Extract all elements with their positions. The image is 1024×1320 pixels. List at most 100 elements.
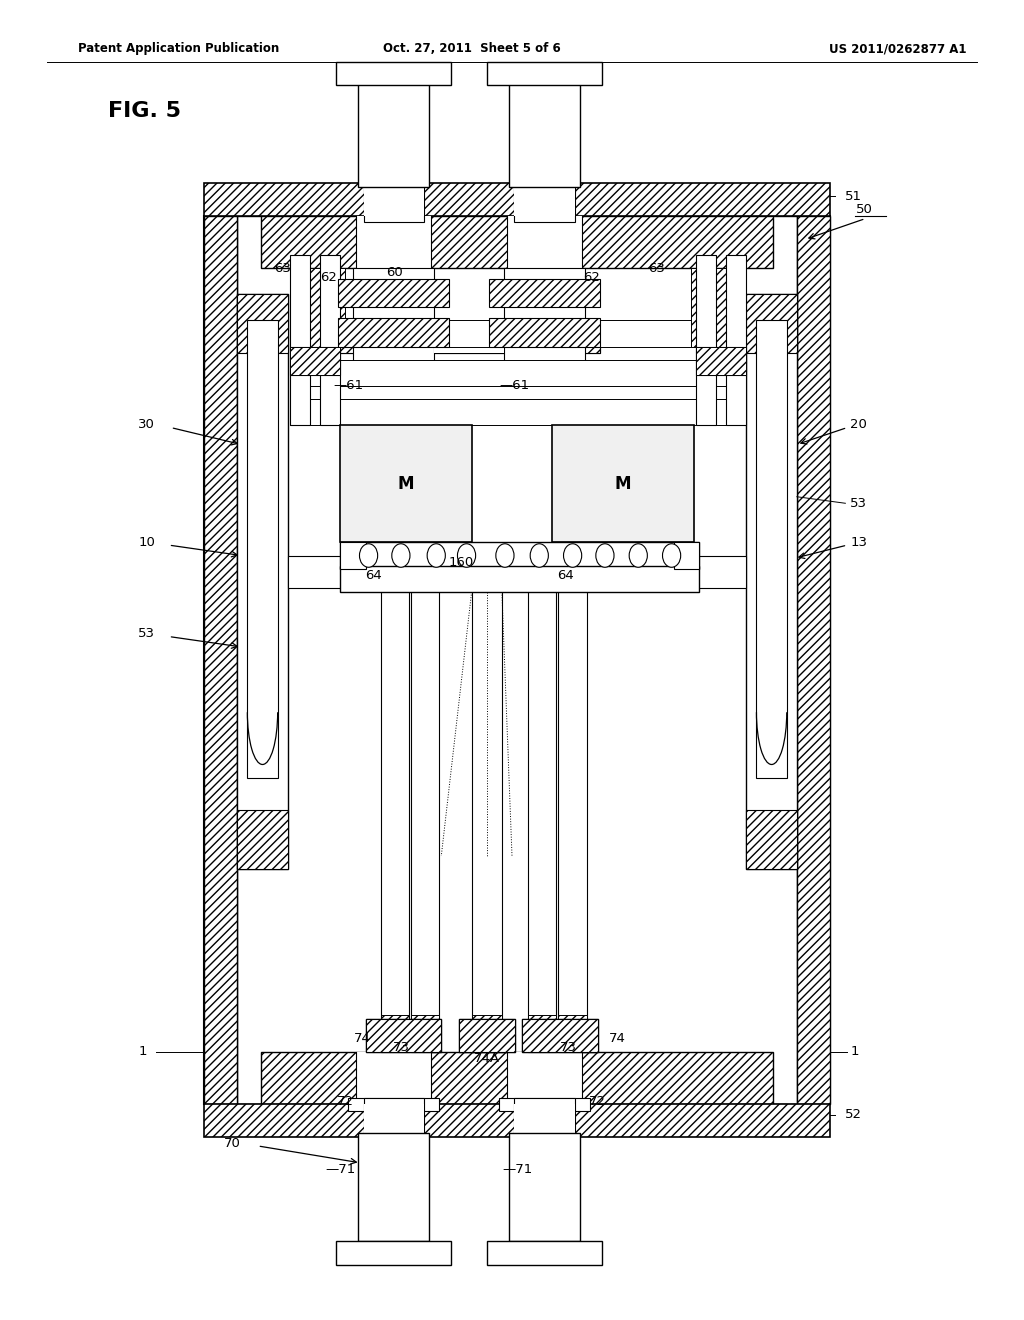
Text: 20: 20 [850,418,867,432]
Bar [486,1241,602,1265]
Bar [509,1133,580,1241]
Bar [366,1019,441,1052]
Circle shape [663,544,681,568]
Bar [358,79,429,187]
Text: 62: 62 [321,271,337,284]
Bar [522,1019,598,1052]
Bar [288,556,343,589]
Bar [338,279,450,308]
Text: FIG. 5: FIG. 5 [108,102,181,121]
Bar [204,183,830,216]
Circle shape [359,544,378,568]
Bar [336,1241,452,1265]
Bar [472,1015,502,1052]
Bar [340,543,366,569]
Circle shape [458,544,475,568]
Bar [504,268,585,366]
Text: 63: 63 [274,261,292,275]
Bar [381,582,409,1052]
Text: 64: 64 [366,569,382,582]
Bar [204,216,830,1104]
Text: Oct. 27, 2011  Sheet 5 of 6: Oct. 27, 2011 Sheet 5 of 6 [383,42,560,55]
Text: 74A: 74A [474,1052,500,1065]
Bar [460,1019,515,1052]
Bar [290,347,340,375]
Bar [261,216,773,268]
Bar [488,279,600,308]
Bar [238,294,288,869]
Bar [746,294,797,869]
Text: 53: 53 [138,627,156,640]
Bar [290,347,340,375]
Text: 51: 51 [846,190,862,203]
Text: —61: —61 [499,379,529,392]
Bar [290,399,746,425]
Bar [746,810,797,869]
Text: 64: 64 [557,569,574,582]
Bar [696,255,716,425]
Bar [353,268,434,366]
Bar [757,321,786,777]
Bar [238,294,288,352]
Bar [509,79,580,187]
Bar [238,216,797,1104]
Text: 73: 73 [560,1041,578,1055]
Bar [356,216,431,268]
Bar [486,62,602,86]
Text: M: M [397,475,414,492]
Bar [488,318,600,347]
Bar [499,1097,590,1110]
Bar [726,255,746,425]
Bar [514,177,574,223]
Bar [514,1097,574,1143]
Bar [507,216,582,268]
Text: 1: 1 [850,1045,859,1059]
Bar [290,268,345,347]
Bar [381,1015,409,1052]
Text: 10: 10 [138,536,155,549]
Bar [364,1104,424,1137]
Text: 62: 62 [583,271,600,284]
Text: 1: 1 [138,1045,146,1059]
Text: 52: 52 [846,1107,862,1121]
Bar [674,543,698,569]
Bar [411,1015,439,1052]
Bar [340,425,472,543]
Bar [204,1104,830,1137]
Bar [358,1133,429,1241]
Bar [696,347,746,375]
Bar [290,255,310,425]
Bar [691,268,746,347]
Bar [290,359,746,385]
Bar [261,1052,773,1104]
Text: US 2011/0262877 A1: US 2011/0262877 A1 [829,42,967,55]
Bar [528,1015,556,1052]
Bar [238,810,288,869]
Bar [434,327,504,352]
Bar [290,321,746,347]
Bar [514,183,574,216]
Bar [514,1104,574,1137]
Text: 70: 70 [224,1137,241,1150]
Bar [336,62,452,86]
Text: 74: 74 [609,1032,626,1045]
Bar [338,327,600,352]
Text: 72: 72 [590,1096,606,1107]
Text: —71: —71 [502,1163,532,1176]
Bar [558,1015,587,1052]
Bar [356,1052,431,1104]
Circle shape [629,544,647,568]
Circle shape [530,544,549,568]
Circle shape [427,544,445,568]
Text: 63: 63 [648,261,666,275]
Bar [364,1097,424,1143]
Circle shape [392,544,410,568]
Text: 30: 30 [138,418,155,432]
Text: 60: 60 [386,265,402,279]
Bar [248,321,278,777]
Bar [528,582,556,1052]
Text: 73: 73 [392,1041,410,1055]
Text: —61: —61 [333,379,364,392]
Bar [364,183,424,216]
Bar [321,255,340,425]
